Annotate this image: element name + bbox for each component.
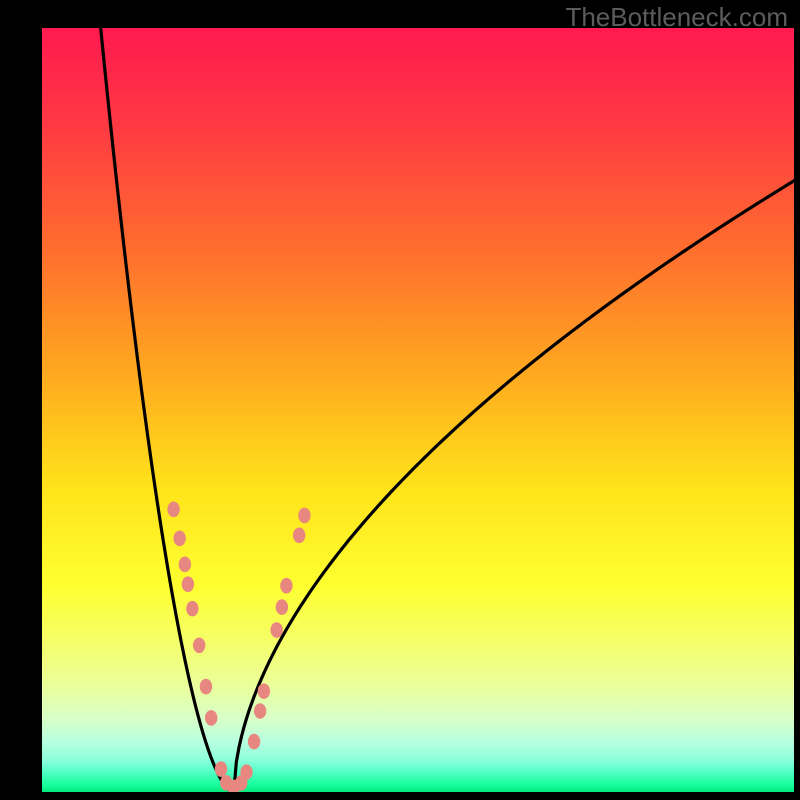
data-marker bbox=[205, 710, 217, 726]
data-marker bbox=[270, 622, 282, 638]
data-marker bbox=[298, 508, 310, 524]
data-marker bbox=[280, 578, 292, 594]
data-marker bbox=[200, 679, 212, 695]
plot-area bbox=[42, 28, 794, 792]
data-marker bbox=[186, 601, 198, 617]
data-marker bbox=[254, 703, 266, 719]
data-marker bbox=[179, 557, 191, 573]
data-marker bbox=[182, 576, 194, 592]
watermark-label: TheBottleneck.com bbox=[565, 2, 788, 33]
data-marker bbox=[193, 638, 205, 654]
data-marker bbox=[258, 683, 270, 699]
bottleneck-curve-svg bbox=[42, 28, 794, 792]
data-marker bbox=[240, 764, 252, 780]
data-marker bbox=[276, 599, 288, 615]
data-marker bbox=[215, 761, 227, 777]
bottleneck-curve bbox=[98, 28, 794, 792]
data-marker bbox=[248, 734, 260, 750]
data-marker bbox=[293, 528, 305, 544]
data-marker bbox=[173, 531, 185, 547]
data-marker bbox=[167, 502, 179, 518]
